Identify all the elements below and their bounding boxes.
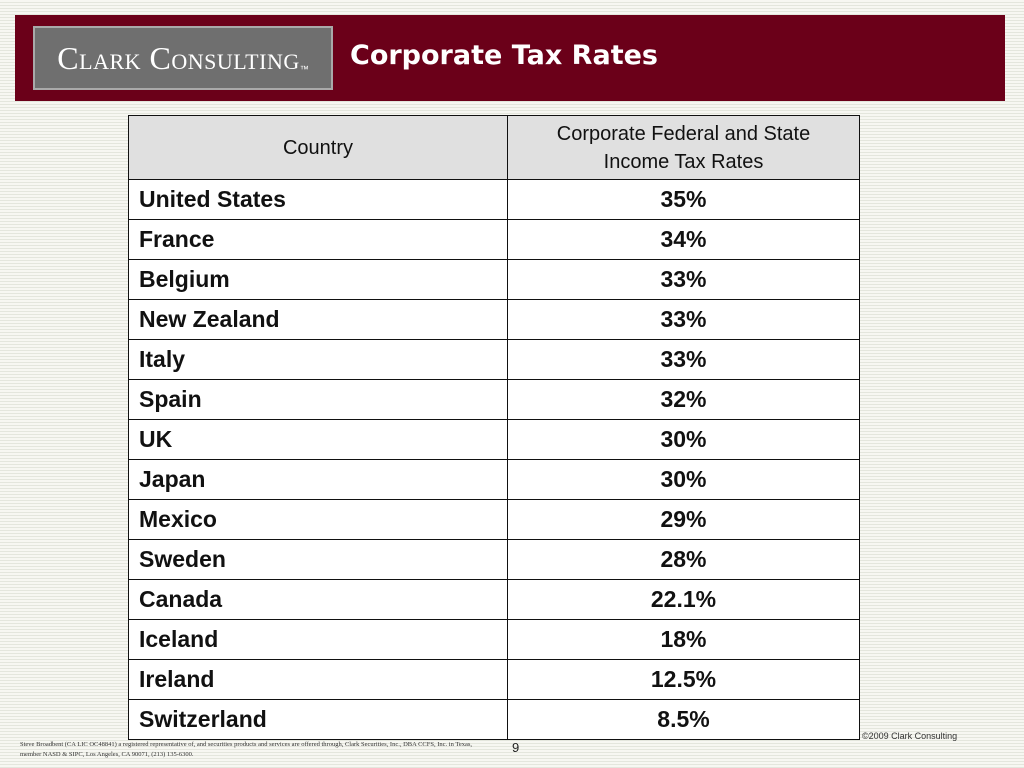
logo-trademark: ™ xyxy=(299,64,309,74)
table-row: Switzerland 8.5% xyxy=(128,699,860,740)
table-row: Japan 30% xyxy=(128,459,860,500)
copyright-notice: ©2009 Clark Consulting xyxy=(862,731,958,741)
column-header-rate: Corporate Federal and State Income Tax R… xyxy=(507,115,860,180)
table-row: Spain 32% xyxy=(128,379,860,420)
table-row: Italy 33% xyxy=(128,339,860,380)
rate-cell: 28% xyxy=(507,539,860,580)
rate-cell: 33% xyxy=(507,299,860,340)
rate-cell: 35% xyxy=(507,179,860,220)
country-cell: Iceland xyxy=(128,619,508,660)
column-header-rate-text: Corporate Federal and State Income Tax R… xyxy=(556,122,811,173)
rate-cell: 33% xyxy=(507,339,860,380)
country-cell: Italy xyxy=(128,339,508,380)
table-row: Sweden 28% xyxy=(128,539,860,580)
table-row: United States 35% xyxy=(128,179,860,220)
company-logo: Clark Consulting ™ xyxy=(33,26,333,90)
rate-cell: 8.5% xyxy=(507,699,860,740)
rate-cell: 30% xyxy=(507,419,860,460)
country-cell: New Zealand xyxy=(128,299,508,340)
table-row: Mexico 29% xyxy=(128,499,860,540)
rate-cell: 12.5% xyxy=(507,659,860,700)
rate-cell: 34% xyxy=(507,219,860,260)
logo-text: Clark Consulting xyxy=(57,39,300,76)
country-cell: Canada xyxy=(128,579,508,620)
footer-disclaimer: Steve Broadbent (CA LIC OC48841) a regis… xyxy=(20,741,473,758)
header-band: Clark Consulting ™ Corporate Tax Rates xyxy=(15,15,1005,101)
country-cell: United States xyxy=(128,179,508,220)
rate-cell: 29% xyxy=(507,499,860,540)
table-row: Ireland 12.5% xyxy=(128,659,860,700)
table-row: UK 30% xyxy=(128,419,860,460)
page-number: 9 xyxy=(512,740,520,755)
country-cell: Japan xyxy=(128,459,508,500)
country-cell: Spain xyxy=(128,379,508,420)
table-row: France 34% xyxy=(128,219,860,260)
country-cell: Sweden xyxy=(128,539,508,580)
country-cell: France xyxy=(128,219,508,260)
rate-cell: 22.1% xyxy=(507,579,860,620)
country-cell: Mexico xyxy=(128,499,508,540)
rate-cell: 18% xyxy=(507,619,860,660)
table-row: Belgium 33% xyxy=(128,259,860,300)
table-row: New Zealand 33% xyxy=(128,299,860,340)
country-cell: Ireland xyxy=(128,659,508,700)
rate-cell: 30% xyxy=(507,459,860,500)
table-row: Canada 22.1% xyxy=(128,579,860,620)
table-row: Iceland 18% xyxy=(128,619,860,660)
table-header-row: Country Corporate Federal and State Inco… xyxy=(128,115,860,180)
country-cell: Belgium xyxy=(128,259,508,300)
column-header-country: Country xyxy=(128,115,508,180)
country-cell: Switzerland xyxy=(128,699,508,740)
tax-rates-table: Country Corporate Federal and State Inco… xyxy=(128,115,860,740)
rate-cell: 33% xyxy=(507,259,860,300)
country-cell: UK xyxy=(128,419,508,460)
slide-title: Corporate Tax Rates xyxy=(350,40,658,71)
rate-cell: 32% xyxy=(507,379,860,420)
